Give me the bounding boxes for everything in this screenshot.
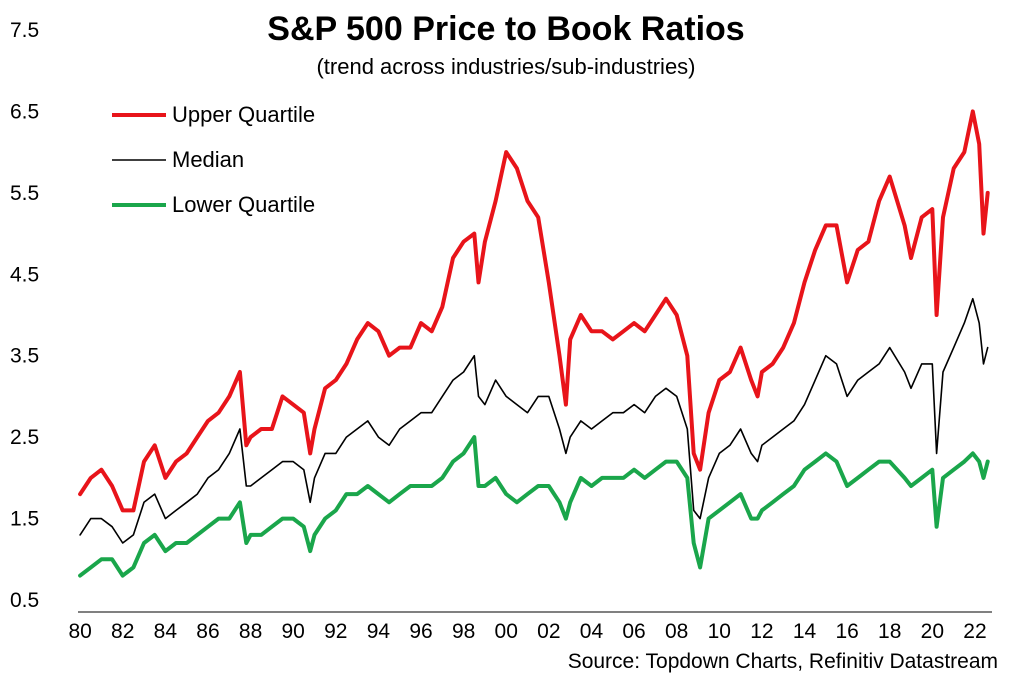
- y-tick-label: 5.5: [10, 182, 39, 205]
- x-tick-label: 94: [367, 620, 391, 643]
- x-tick-label: 12: [750, 620, 773, 643]
- x-tick-label: 06: [622, 620, 645, 643]
- series-line-upper-quartile: [78, 109, 990, 513]
- x-tick-label: 18: [878, 620, 901, 643]
- x-tick-label: 10: [708, 620, 731, 643]
- y-tick-label: 6.5: [10, 100, 39, 123]
- x-tick-label: 90: [282, 620, 305, 643]
- x-tick-label: 98: [452, 620, 475, 643]
- x-tick-label: 00: [495, 620, 518, 643]
- legend: Upper Quartile Median Lower Quartile: [112, 102, 315, 217]
- y-tick-label: 3.5: [10, 345, 39, 368]
- x-tick-label: 96: [409, 620, 432, 643]
- y-tick-label: 0.5: [10, 589, 39, 612]
- series-line-lower-quartile: [78, 435, 990, 578]
- y-tick-label: 7.5: [10, 19, 39, 42]
- x-tick-label: 22: [963, 620, 986, 643]
- chart-subtitle: (trend across industries/sub-industries): [316, 54, 696, 79]
- x-tick-label: 04: [580, 620, 604, 643]
- y-tick-label: 2.5: [10, 426, 39, 449]
- y-axis: 0.5 1.5 2.5 3.5 4.5 5.5 6.5 7.5: [10, 19, 39, 612]
- x-tick-label: 20: [921, 620, 944, 643]
- x-tick-label: 84: [154, 620, 178, 643]
- chart-title: S&P 500 Price to Book Ratios: [267, 10, 745, 48]
- x-tick-label: 88: [239, 620, 262, 643]
- x-tick-label: 82: [111, 620, 134, 643]
- y-tick-label: 1.5: [10, 508, 39, 531]
- x-tick-label: 08: [665, 620, 688, 643]
- y-tick-label: 4.5: [10, 263, 39, 286]
- series-line-median: [79, 297, 989, 544]
- x-axis: 80 82 84 86 88 90 92 94 96 98 00 02 04 06 08 10 12 14 16 18…: [68, 611, 992, 643]
- x-tick-label: 16: [835, 620, 858, 643]
- legend-label: Upper Quartile: [172, 102, 315, 127]
- legend-label: Lower Quartile: [172, 192, 315, 217]
- x-tick-label: 86: [196, 620, 219, 643]
- x-tick-label: 02: [537, 620, 560, 643]
- x-tick-label: 80: [68, 620, 91, 643]
- x-tick-label: 14: [793, 620, 817, 643]
- legend-label: Median: [172, 147, 244, 172]
- x-tick-label: 92: [324, 620, 347, 643]
- source-note: Source: Topdown Charts, Refinitiv Datast…: [567, 650, 998, 673]
- plot-area: [78, 109, 990, 578]
